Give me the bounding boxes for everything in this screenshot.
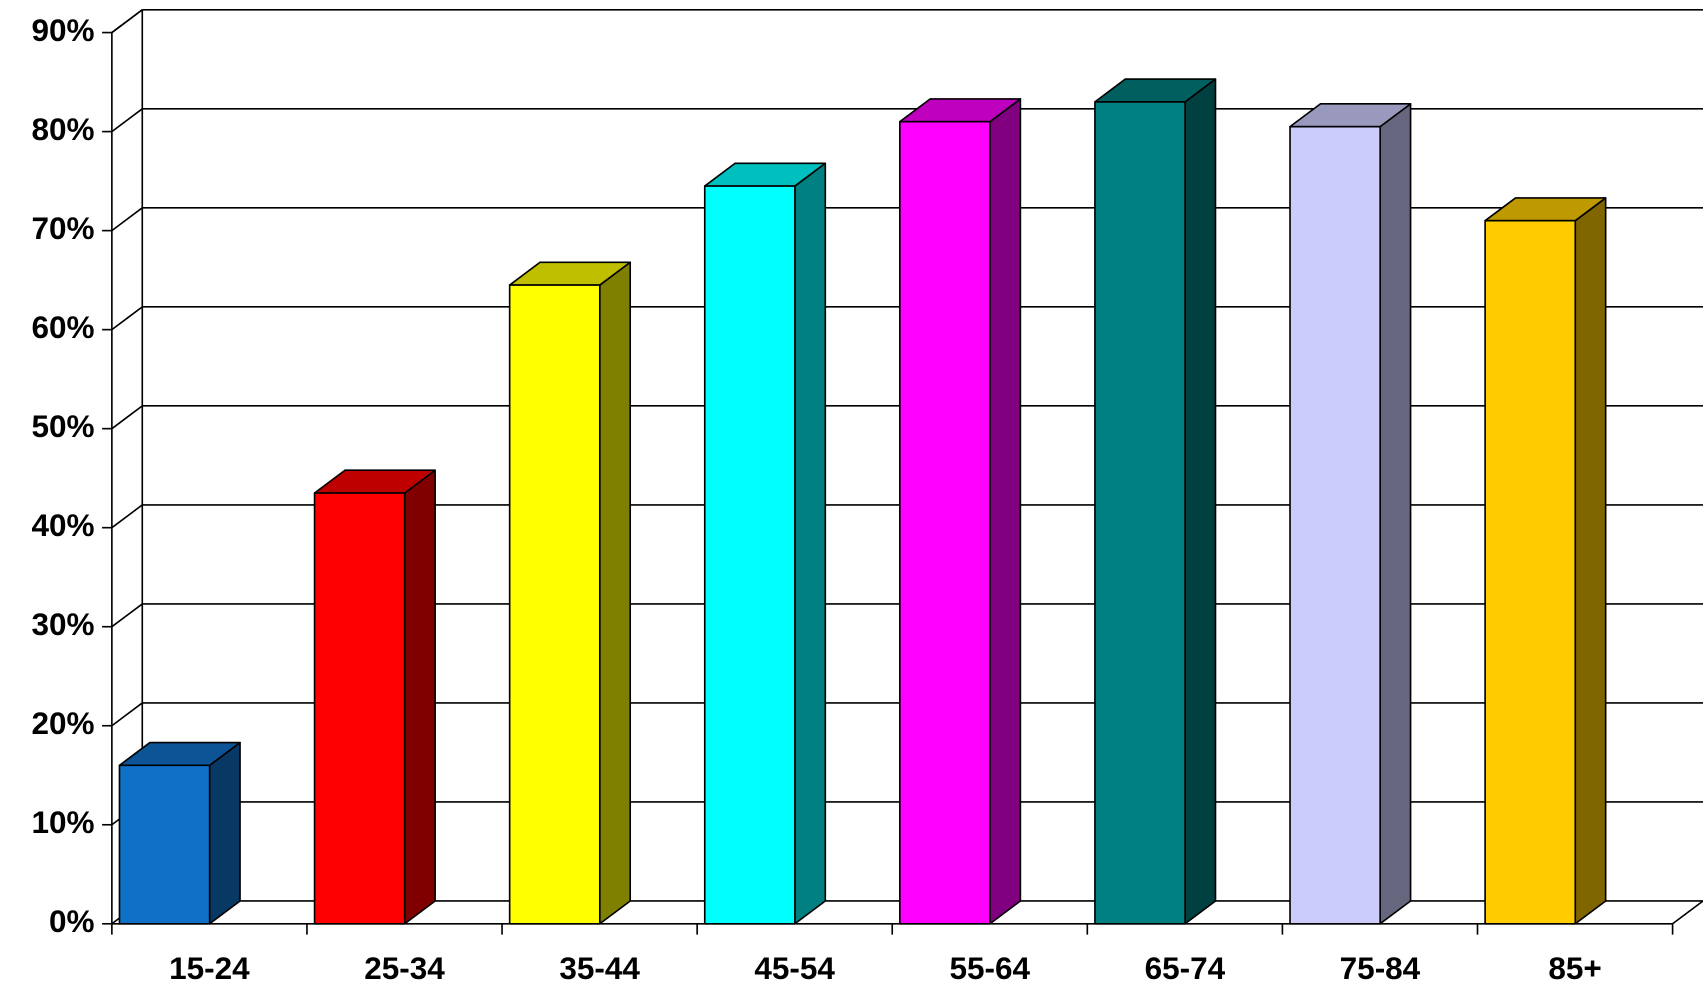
bar-side — [208, 741, 241, 925]
bar — [1094, 78, 1217, 925]
y-tick-label: 20% — [31, 706, 94, 741]
bar-front — [508, 284, 601, 925]
bar-front — [703, 185, 796, 925]
bar-side — [1184, 78, 1217, 925]
grid-line-side — [111, 306, 143, 331]
x-tick-label: 15-24 — [169, 951, 250, 986]
grid-line-side — [111, 405, 143, 430]
bar-side — [1379, 103, 1412, 925]
grid-line-side — [111, 702, 143, 727]
bar-side — [794, 162, 827, 925]
grid-line-side — [111, 9, 143, 34]
grid-line-side — [111, 603, 143, 628]
bar-side — [1574, 197, 1607, 925]
x-tick-label: 35-44 — [559, 951, 640, 986]
bar-front — [1484, 219, 1577, 925]
grid-line-side — [111, 207, 143, 232]
bar-front — [1289, 125, 1381, 925]
bar-side — [598, 261, 632, 925]
bar-front — [313, 492, 406, 925]
bar-front — [899, 120, 991, 925]
y-tick-label: 60% — [31, 310, 94, 345]
grid-line-side — [111, 504, 143, 529]
bar — [899, 98, 1022, 925]
bar — [703, 162, 827, 925]
y-tick-label: 40% — [31, 508, 94, 543]
y-tick-label: 30% — [31, 607, 94, 642]
bar — [313, 469, 436, 925]
bar-side — [403, 469, 436, 925]
x-tick-label: 85+ — [1548, 951, 1601, 986]
y-tick-label: 90% — [31, 13, 94, 48]
x-tick-label: 75-84 — [1340, 951, 1421, 986]
y-tick-label: 0% — [49, 904, 95, 939]
y-tick-label: 80% — [31, 112, 94, 147]
bar-front — [118, 764, 211, 925]
y-tick-label: 50% — [31, 409, 94, 444]
y-tick-label: 10% — [31, 805, 94, 840]
bar-side — [989, 98, 1022, 925]
x-tick-label: 25-34 — [364, 951, 445, 986]
floor-right — [1672, 900, 1703, 925]
y-tick-label: 70% — [31, 211, 94, 246]
bar — [508, 261, 632, 925]
x-tick-label: 55-64 — [950, 951, 1031, 986]
bar — [1484, 197, 1607, 925]
bar — [1289, 103, 1412, 925]
x-tick-label: 65-74 — [1145, 951, 1226, 986]
bar — [118, 741, 241, 925]
grid-line-side — [111, 108, 143, 133]
bar-front — [1094, 101, 1186, 925]
x-tick-label: 45-54 — [754, 951, 835, 986]
